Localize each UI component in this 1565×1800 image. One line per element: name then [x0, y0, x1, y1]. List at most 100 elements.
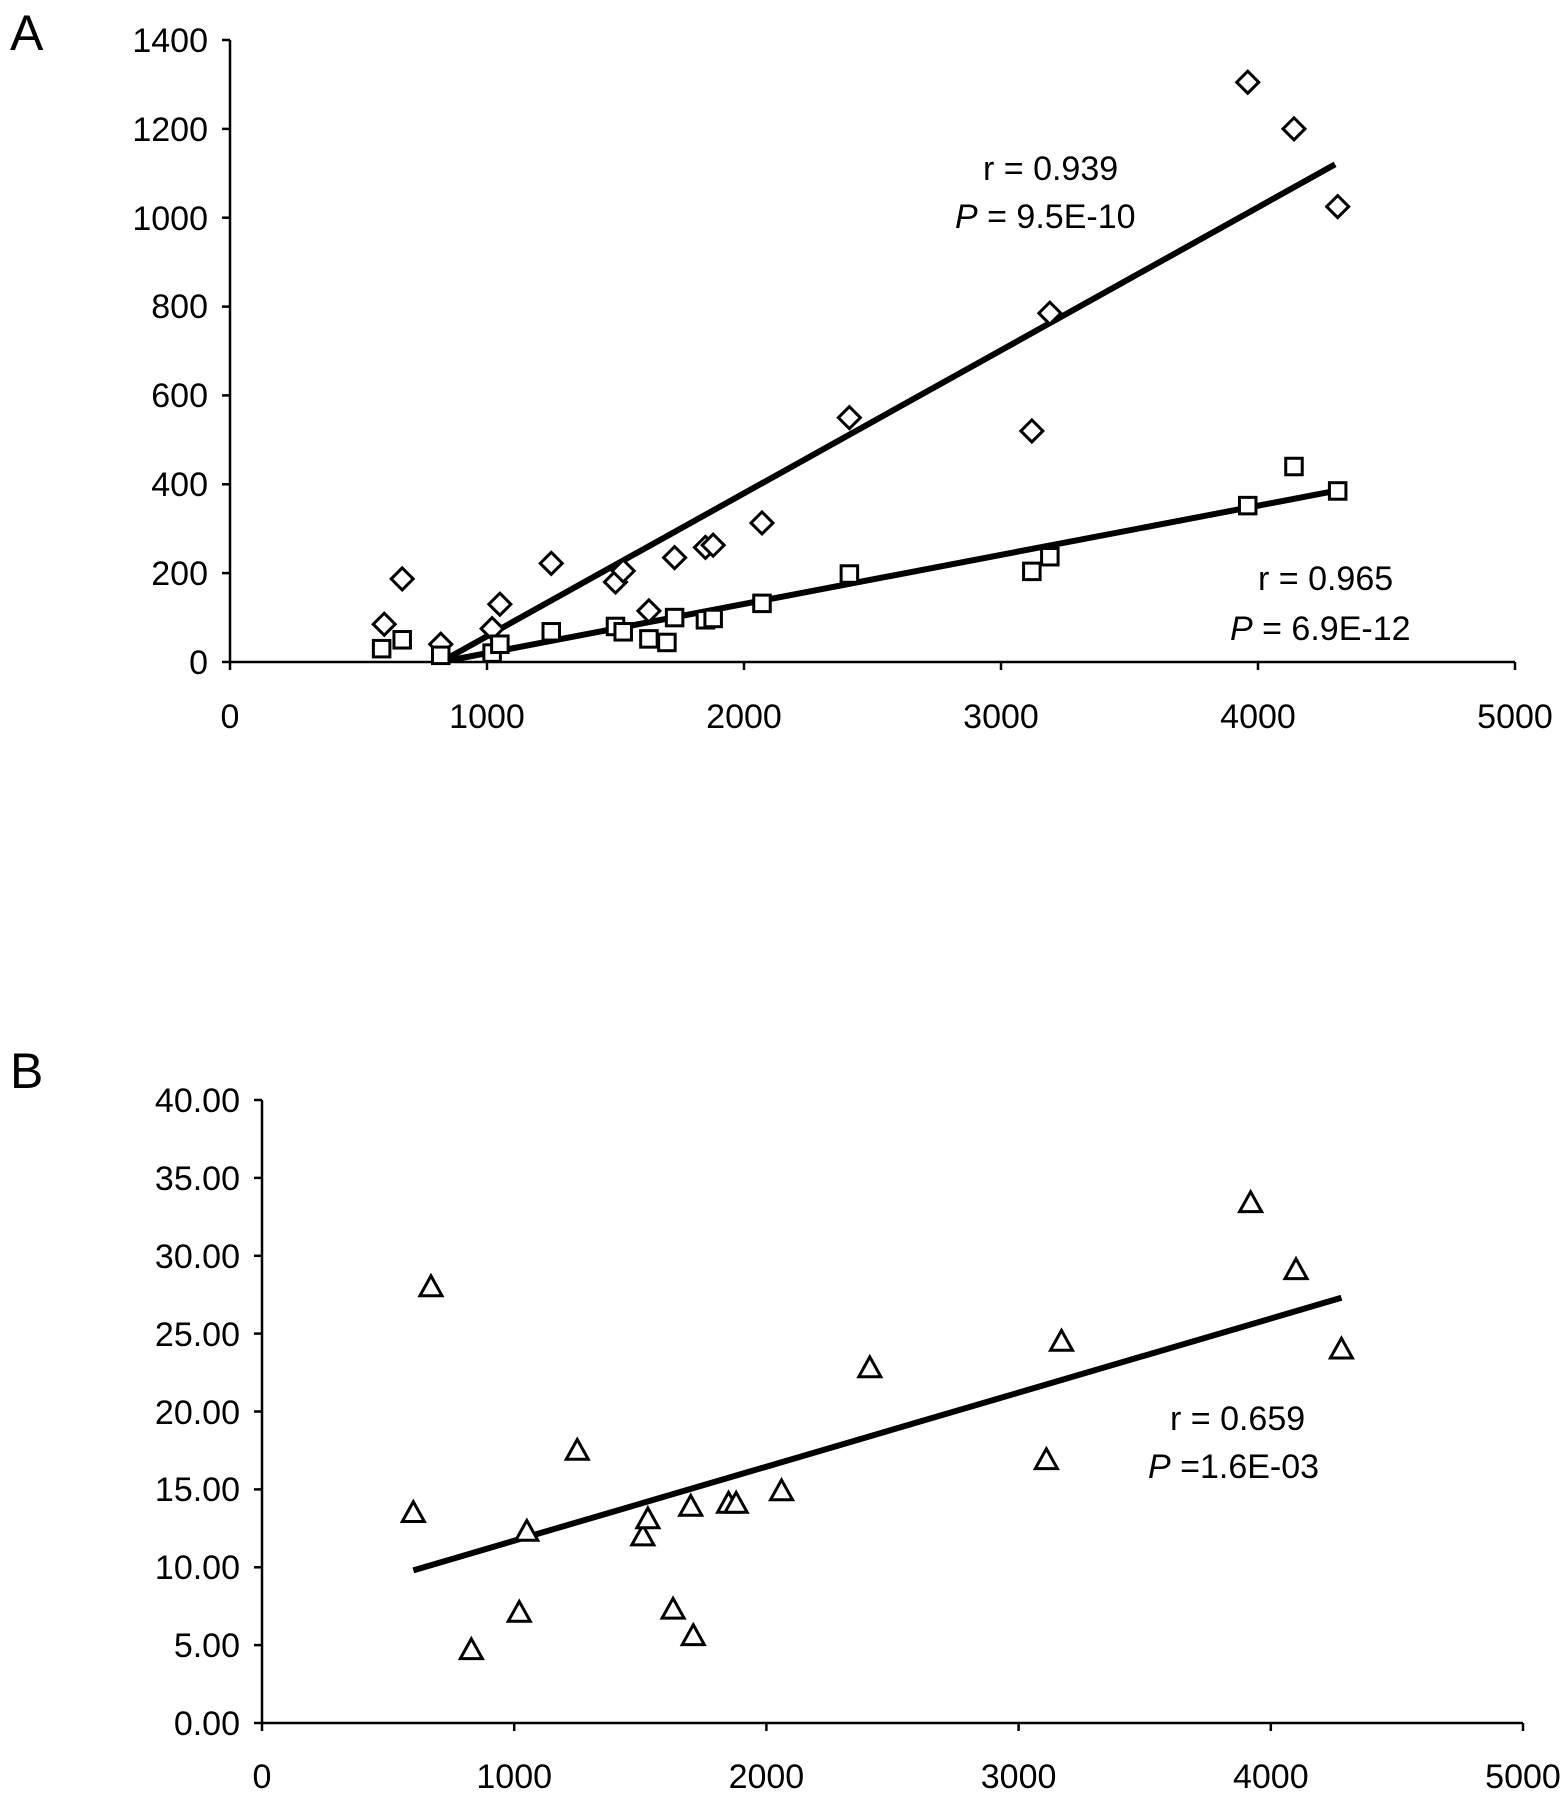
panel-a-x-tick-label-2: 2000: [706, 698, 782, 736]
panel-b-triangle-point-8: [659, 1595, 687, 1620]
panel-a-square-point-7: [613, 622, 633, 642]
panel-b-y-tick-label-7: 35.00: [155, 1160, 240, 1198]
panel-a-y-tick-label-2: 400: [151, 466, 208, 504]
panel-a-square-point-14: [839, 564, 860, 584]
panel-b-triangle-point-5: [563, 1436, 591, 1461]
panel-b-fit-lines: [412, 1294, 1343, 1574]
panel-b-y-tick-label-3: 15.00: [155, 1471, 240, 1509]
panel-b-y-tick-label-4: 20.00: [155, 1394, 240, 1432]
panel-a-square-p-value: = 6.9E-12: [1253, 610, 1411, 648]
panel-a-y-tick-label-3: 600: [151, 377, 208, 415]
panel-a-y-tick-label-0: 0: [189, 644, 208, 682]
panel-a-square-point-12: [703, 608, 723, 629]
panel-b-y-tick-labels: 0.00 5.00 10.00 15.00 20.00 25.00 30.00 …: [155, 1082, 240, 1743]
panel-a-y-tick-label-7: 1400: [132, 22, 208, 60]
panel-b-x-tick-label-3: 3000: [981, 1758, 1057, 1796]
panel-a-square-point-19: [1327, 481, 1348, 501]
panel-b-triangle-point-19: [1327, 1335, 1355, 1360]
panel-a-diamond-point-5: [538, 550, 565, 577]
panel-b-triangle-point-12: [722, 1489, 750, 1514]
panel-a-fit-lines: [439, 161, 1337, 665]
panel-a-square-point-1: [392, 630, 412, 650]
panel-a-diamond-point-12: [748, 509, 776, 537]
panel-b-triangle-point-10: [679, 1621, 707, 1647]
panel-a-diamond-point-11: [700, 532, 727, 559]
panel-a-diamond-point-18: [1324, 193, 1351, 220]
panel-b-markers: [399, 1188, 1355, 1661]
panel-a-square-point-0: [371, 638, 392, 659]
panel-a-diamond-point-14: [1018, 417, 1045, 445]
panel-b-triangle-point-1: [417, 1272, 445, 1298]
panel-a-diamond-point-8: [635, 597, 663, 625]
panel-b-y-tick-label-0: 0.00: [174, 1705, 240, 1743]
panel-a-diamond-point-7: [610, 557, 637, 585]
panel-a-x-tick-label-1: 1000: [449, 698, 525, 736]
panel-a-markers: [371, 69, 1351, 666]
panel-a-x-tick-label-0: 0: [221, 698, 240, 736]
panel-a-diamond-fit-line: [439, 161, 1337, 665]
panel-b-triangle-point-15: [1032, 1445, 1060, 1471]
panel-a-y-ticks: [222, 38, 230, 664]
panel-b-x-tick-label-2: 2000: [729, 1758, 805, 1796]
panel-b-letter: B: [10, 1043, 43, 1099]
panel-a-diamond-point-9: [661, 544, 688, 571]
panel-b-p-value: =1.6E-03: [1171, 1448, 1319, 1486]
panel-b-r-label: r = 0.659: [1170, 1400, 1305, 1438]
panel-b-triangle-point-6: [629, 1522, 657, 1547]
panel-a-square-point-2: [430, 645, 451, 666]
panel-a-y-tick-label-6: 1200: [132, 111, 208, 149]
panel-b-y-tick-label-6: 30.00: [155, 1238, 240, 1276]
panel-b-y-tick-label-5: 25.00: [155, 1316, 240, 1354]
panel-a-x-ticks: [228, 662, 1517, 670]
panel-a-diamond-point-1: [389, 565, 416, 593]
panel-a-square-point-13: [752, 593, 772, 614]
panel-a-square-point-9: [657, 632, 677, 653]
panel-a: A 0 200 400 600 800 1000 1200 1400: [10, 5, 1553, 736]
panel-b-triangle-point-4: [513, 1517, 541, 1542]
panel-b-y-tick-label-2: 10.00: [155, 1549, 240, 1587]
panel-a-diamond-p-value: = 9.5E-10: [978, 198, 1136, 236]
panel-b-triangle-point-13: [767, 1476, 796, 1502]
panel-a-diamond-p-symbol: P: [955, 198, 978, 236]
panel-b-triangle-point-9: [677, 1492, 705, 1517]
panel-b-triangle-fit-line: [412, 1294, 1343, 1574]
panel-a-square-point-4: [490, 634, 510, 654]
panel-b-triangle-point-0: [399, 1498, 427, 1524]
panel-a-diamond-point-17: [1280, 115, 1308, 142]
panel-a-diamond-point-15: [1036, 300, 1063, 327]
panel-a-diamond-p-label: P = 9.5E-10: [955, 198, 1136, 236]
panel-b-y-ticks: [254, 1098, 262, 1725]
panel-a-y-tick-label-5: 1000: [132, 200, 208, 238]
panel-b-x-tick-label-5: 5000: [1485, 1758, 1561, 1796]
panel-a-x-tick-label-4: 4000: [1220, 698, 1296, 736]
panel-a-square-point-17: [1237, 495, 1258, 516]
panel-a-square-p-symbol: P: [1230, 610, 1253, 648]
panel-b-triangle-point-17: [1237, 1188, 1265, 1214]
panel-b-triangle-point-2: [457, 1635, 485, 1661]
panel-a-letter: A: [10, 5, 44, 61]
panel-b-triangle-point-14: [856, 1353, 884, 1379]
panel-a-x-tick-label-5: 5000: [1477, 698, 1553, 736]
panel-a-diamond-point-4: [486, 591, 513, 618]
panel-a-diamond-r-label: r = 0.939: [983, 150, 1118, 188]
panel-b-p-symbol: P: [1148, 1448, 1171, 1486]
panel-a-square-point-15: [1022, 561, 1042, 582]
panel-b-x-ticks: [260, 1723, 1525, 1731]
panel-a-x-tick-labels: 0 1000 2000 3000 4000 5000: [221, 698, 1553, 736]
panel-a-diamond-point-0: [371, 611, 398, 638]
panel-b-x-tick-label-1: 1000: [476, 1758, 552, 1796]
panel-a-square-point-18: [1284, 456, 1304, 477]
panel-a-square-point-16: [1040, 546, 1060, 567]
panel-a-y-tick-labels: 0 200 400 600 800 1000 1200 1400: [132, 22, 208, 682]
panel-a-square-r-label: r = 0.965: [1258, 560, 1393, 598]
panel-a-diamond-point-16: [1234, 69, 1261, 96]
panel-b-x-tick-label-0: 0: [253, 1758, 272, 1796]
panel-b-triangle-point-7: [634, 1504, 662, 1530]
panel-b-triangle-point-18: [1282, 1255, 1310, 1281]
panel-a-y-tick-label-1: 200: [151, 555, 208, 593]
panel-b-triangle-point-16: [1047, 1327, 1076, 1352]
panel-b-x-tick-label-4: 4000: [1233, 1758, 1309, 1796]
panel-a-square-point-10: [664, 607, 685, 628]
